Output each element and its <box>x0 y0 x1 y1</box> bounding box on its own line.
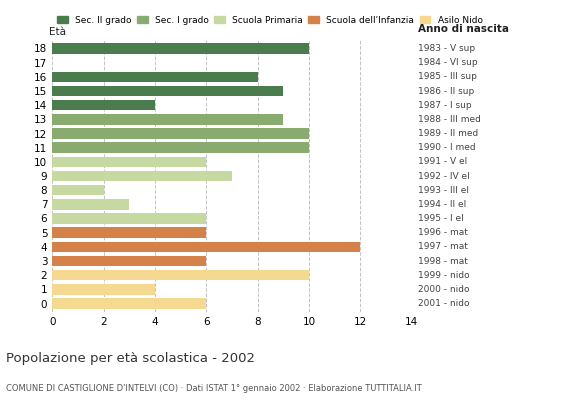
Bar <box>52 213 206 224</box>
Bar <box>52 199 129 210</box>
Bar <box>52 298 206 309</box>
Text: 2001 - nido: 2001 - nido <box>418 299 469 308</box>
Text: 1986 - II sup: 1986 - II sup <box>418 86 474 96</box>
Bar <box>52 72 258 82</box>
Text: 1983 - V sup: 1983 - V sup <box>418 44 474 53</box>
Bar <box>52 242 360 252</box>
Bar <box>52 270 309 280</box>
Text: Popolazione per età scolastica - 2002: Popolazione per età scolastica - 2002 <box>6 352 255 365</box>
Text: 1985 - III sup: 1985 - III sup <box>418 72 477 81</box>
Text: Anno di nascita: Anno di nascita <box>418 24 509 34</box>
Text: 1999 - nido: 1999 - nido <box>418 271 469 280</box>
Bar <box>52 156 206 167</box>
Text: 2000 - nido: 2000 - nido <box>418 285 469 294</box>
Text: 1994 - II el: 1994 - II el <box>418 200 466 209</box>
Bar <box>52 256 206 266</box>
Bar <box>52 142 309 153</box>
Text: 1995 - I el: 1995 - I el <box>418 214 463 223</box>
Text: 1992 - IV el: 1992 - IV el <box>418 172 469 180</box>
Text: 1998 - mat: 1998 - mat <box>418 256 467 266</box>
Text: 1989 - II med: 1989 - II med <box>418 129 478 138</box>
Bar <box>52 114 284 125</box>
Text: 1987 - I sup: 1987 - I sup <box>418 101 471 110</box>
Bar <box>52 100 155 110</box>
Text: 1996 - mat: 1996 - mat <box>418 228 467 237</box>
Bar <box>52 86 284 96</box>
Text: 1988 - III med: 1988 - III med <box>418 115 480 124</box>
Bar <box>52 185 104 196</box>
Bar <box>52 227 206 238</box>
Text: 1991 - V el: 1991 - V el <box>418 157 467 166</box>
Bar <box>52 171 232 181</box>
Bar <box>52 284 155 295</box>
Bar <box>52 43 309 54</box>
Text: Età: Età <box>49 27 66 37</box>
Text: 1984 - VI sup: 1984 - VI sup <box>418 58 477 67</box>
Text: 1997 - mat: 1997 - mat <box>418 242 467 251</box>
Text: 1990 - I med: 1990 - I med <box>418 143 475 152</box>
Bar <box>52 128 309 139</box>
Text: COMUNE DI CASTIGLIONE D'INTELVI (CO) · Dati ISTAT 1° gennaio 2002 · Elaborazione: COMUNE DI CASTIGLIONE D'INTELVI (CO) · D… <box>6 384 422 393</box>
Text: 1993 - III el: 1993 - III el <box>418 186 469 195</box>
Legend: Sec. II grado, Sec. I grado, Scuola Primaria, Scuola dell'Infanzia, Asilo Nido: Sec. II grado, Sec. I grado, Scuola Prim… <box>57 16 483 25</box>
